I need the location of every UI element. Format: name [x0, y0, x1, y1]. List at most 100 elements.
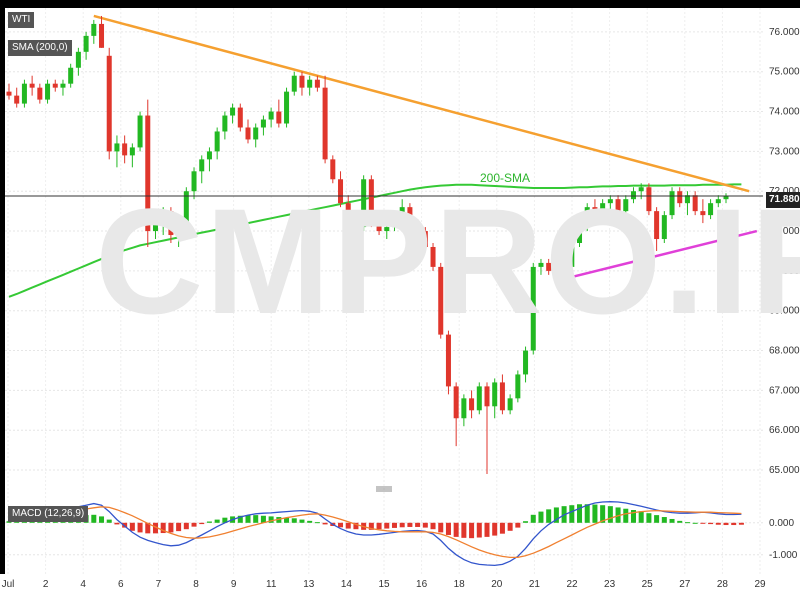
candle-body: [368, 179, 374, 224]
candle-body: [638, 187, 644, 192]
candle: [592, 199, 598, 216]
candle-body: [322, 87, 328, 160]
candle-body: [376, 223, 382, 232]
candle: [391, 211, 397, 232]
candle-body: [438, 266, 444, 335]
candle: [322, 75, 328, 164]
candle: [530, 262, 536, 355]
candle-body: [29, 83, 35, 88]
macd-histogram-bar: [623, 508, 629, 523]
candle: [553, 266, 559, 279]
macd-histogram-bar: [145, 522, 151, 534]
macd-histogram-bar: [430, 522, 436, 530]
candle-body: [168, 211, 174, 236]
macd-histogram-bar: [515, 522, 521, 528]
candle: [160, 207, 166, 236]
candle-body: [299, 75, 305, 88]
macd-histogram-bar: [307, 520, 313, 523]
candle: [484, 382, 490, 475]
time-tick-label: 6: [118, 579, 124, 590]
candle: [561, 262, 567, 279]
candle-body: [715, 199, 721, 204]
candle: [237, 103, 243, 132]
candle-body: [214, 131, 220, 152]
candle: [492, 378, 498, 419]
time-tick-label: 4: [80, 579, 86, 590]
candle-body: [507, 398, 513, 411]
candle: [422, 227, 428, 251]
price-tick-label: 65.000: [769, 465, 800, 476]
candle: [75, 47, 81, 76]
candle: [715, 195, 721, 208]
candle-body: [407, 207, 413, 224]
macd-histogram-bar: [384, 522, 390, 529]
candle: [199, 155, 205, 184]
price-tick-label: 74.000: [769, 107, 800, 118]
candle: [276, 99, 282, 128]
macd-histogram-bar: [723, 522, 729, 526]
panel-splitter-handle[interactable]: [376, 486, 392, 492]
macd-histogram-bar: [453, 522, 459, 537]
candle: [299, 71, 305, 96]
macd-legend: MACD (12,26,9): [8, 506, 89, 522]
macd-histogram-bar: [461, 522, 467, 538]
macd-histogram-bar: [476, 522, 482, 538]
candle: [145, 99, 151, 247]
candle: [52, 79, 58, 92]
candle: [638, 183, 644, 200]
candle: [669, 187, 675, 220]
candle-body: [91, 23, 97, 36]
macd-histogram-bar: [391, 522, 397, 528]
candle-body: [700, 211, 706, 216]
macd-histogram-bar: [523, 521, 529, 523]
candle: [453, 382, 459, 447]
candle-body: [430, 246, 436, 267]
candle: [630, 187, 636, 204]
candle-body: [52, 83, 58, 88]
candle-body: [176, 231, 182, 236]
candle-body: [307, 79, 313, 88]
macd-histogram-bar: [91, 514, 97, 523]
candle-body: [469, 398, 475, 411]
macd-histogram-bar: [484, 522, 490, 537]
macd-histogram-bar: [422, 522, 428, 528]
price-tick-label: 66.000: [769, 425, 800, 436]
candle: [507, 394, 513, 415]
macd-histogram-bar: [638, 511, 644, 523]
candle-body: [499, 382, 505, 411]
time-tick-label: 25: [642, 579, 654, 590]
candle-body: [330, 159, 336, 180]
macd-histogram-bar: [538, 511, 544, 523]
candle: [129, 143, 135, 168]
candle: [415, 219, 421, 236]
candle-body: [60, 83, 66, 88]
candle-body: [276, 111, 282, 124]
candle: [692, 191, 698, 216]
time-tick-label: 11: [266, 579, 277, 590]
candle: [399, 199, 405, 224]
macd-histogram-bar: [469, 522, 475, 539]
candle: [345, 195, 351, 224]
candle-body: [492, 382, 498, 407]
candle-body: [260, 119, 266, 128]
candle-body: [199, 159, 205, 172]
candle: [677, 187, 683, 208]
sma-200-line: [8, 183, 742, 298]
macd-histogram-bar: [738, 522, 744, 525]
price-panel-bg: [5, 8, 763, 478]
macd-histogram-bar: [176, 522, 182, 532]
macd-histogram-bar: [530, 514, 536, 523]
candle: [523, 346, 529, 383]
candle-body: [692, 195, 698, 212]
macd-histogram-bar: [399, 522, 405, 528]
candle: [6, 83, 12, 100]
candle-body: [145, 115, 151, 232]
price-tick-label: 71.000: [769, 226, 800, 237]
candle: [168, 207, 174, 243]
resistance-trendline: [93, 14, 750, 193]
candle-body: [415, 223, 421, 232]
macd-histogram-bar: [507, 522, 513, 531]
candle-body: [338, 179, 344, 204]
macd-histogram-bar: [708, 522, 714, 525]
candle-body: [384, 227, 390, 232]
